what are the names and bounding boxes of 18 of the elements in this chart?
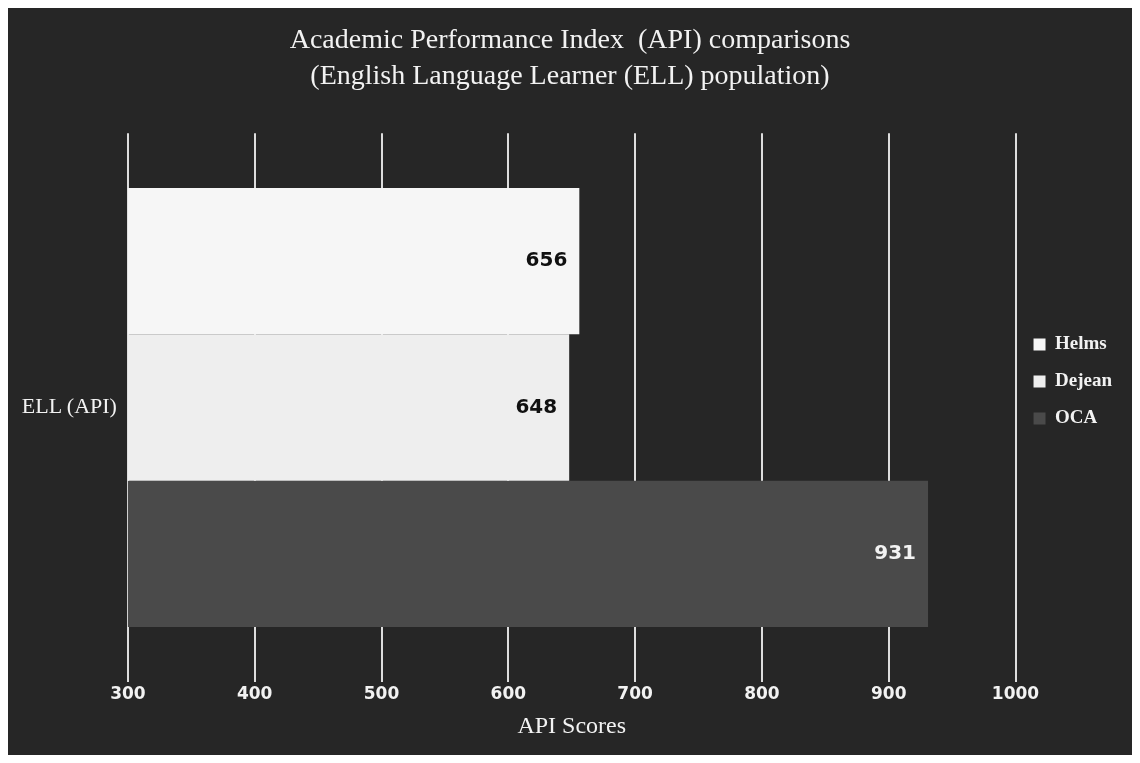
- x-tick-label: 900: [870, 683, 907, 704]
- data-label: 648: [515, 393, 558, 418]
- x-tick-label: 500: [363, 683, 400, 704]
- legend-label: Dejean: [1055, 369, 1113, 391]
- x-tick-label: 300: [110, 683, 146, 704]
- x-tick-label: 800: [744, 683, 780, 704]
- legend-label: Helms: [1055, 332, 1107, 354]
- chart-subtitle: (English Language Learner (ELL) population): [310, 58, 830, 90]
- x-tick-label: 1000: [991, 683, 1040, 704]
- x-tick-label: 700: [617, 683, 654, 704]
- x-axis-title: API Scores: [517, 711, 627, 738]
- data-label: 931: [874, 540, 917, 564]
- x-tick-label: 600: [490, 683, 527, 704]
- data-label: 656: [525, 247, 568, 272]
- chart-title: Academic Performance Index (API) comparisons: [289, 23, 851, 55]
- y-tick-label: ELL (API): [21, 393, 117, 419]
- x-tick-label: 400: [236, 683, 273, 704]
- legend-label: OCA: [1055, 406, 1098, 428]
